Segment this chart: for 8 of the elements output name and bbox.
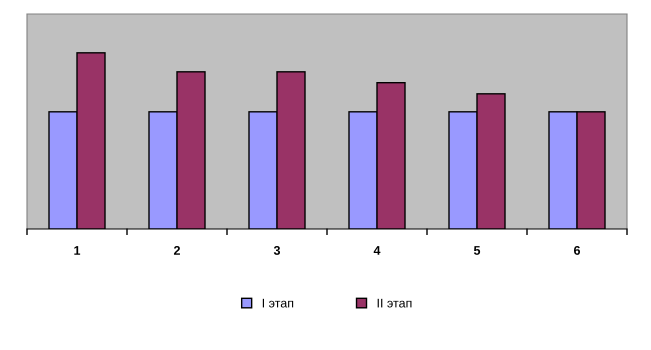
x-tick-label: 6 <box>574 246 580 255</box>
x-tick-label: 4 <box>374 246 380 255</box>
x-tick-label: 2 <box>174 246 180 255</box>
x-tick-label: 5 <box>474 246 480 255</box>
x-tick-label: 1 <box>74 246 80 255</box>
legend-label: I этап <box>262 298 294 308</box>
legend-label: II этап <box>378 298 412 308</box>
x-tick-label: 3 <box>274 246 280 255</box>
